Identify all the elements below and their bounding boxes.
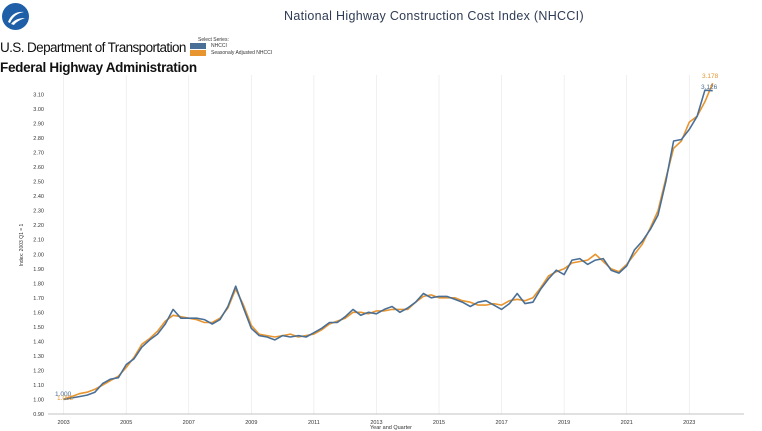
x-tick-label: 2017 bbox=[495, 420, 507, 426]
x-tick-label: 2023 bbox=[683, 420, 695, 426]
y-tick-label: 1.40 bbox=[33, 339, 44, 345]
x-tick-label: 2007 bbox=[183, 420, 195, 426]
legend-label-nhcci: NHCCI bbox=[211, 43, 227, 49]
y-tick-label: 1.80 bbox=[33, 281, 44, 287]
y-tick-label: 2.10 bbox=[33, 238, 44, 244]
series-line-seasonally-adjusted[interactable] bbox=[63, 82, 714, 400]
end-label-nhcci: 3.126 bbox=[701, 84, 718, 91]
y-tick-label: 2.80 bbox=[33, 136, 44, 142]
agency-subname: Federal Highway Administration bbox=[0, 60, 197, 75]
x-axis-ticks: 2003 2005 2007 2009 2011 2013 2015 2017 2019 2021… bbox=[58, 420, 696, 426]
x-tick-label: 2013 bbox=[370, 420, 382, 426]
y-tick-label: 1.60 bbox=[33, 310, 44, 316]
y-tick-label: 1.70 bbox=[33, 296, 44, 302]
y-axis-ticks: 0.90 1.00 1.10 1.20 1.30 1.40 1.50 1.60 1.70 1.80… bbox=[33, 93, 44, 418]
x-tick-label: 2021 bbox=[621, 420, 633, 426]
y-axis-label: Index: 2003 Q1 = 1 bbox=[19, 223, 25, 266]
y-tick-label: 2.50 bbox=[33, 180, 44, 186]
usdot-logo-icon bbox=[2, 3, 29, 30]
x-axis-label: Year and Quarter bbox=[370, 425, 412, 431]
y-tick-label: 1.50 bbox=[33, 325, 44, 331]
legend-title: Select Series: bbox=[198, 37, 229, 43]
agency-name: U.S. Department of Transportation bbox=[0, 40, 186, 55]
series-lines bbox=[63, 82, 714, 401]
x-tick-label: 2009 bbox=[245, 420, 257, 426]
y-tick-label: 1.90 bbox=[33, 267, 44, 273]
legend-label-sa: Seasonaly Adjusted NHCCI bbox=[211, 50, 273, 56]
x-tick-label: 2011 bbox=[308, 420, 320, 426]
y-tick-label: 3.00 bbox=[33, 107, 44, 113]
grid-lines bbox=[63, 75, 690, 414]
chart-title: National Highway Construction Cost Index… bbox=[284, 9, 584, 23]
x-tick-label: 2005 bbox=[120, 420, 132, 426]
start-label-nhcci: 1.000 bbox=[55, 391, 72, 398]
x-tick-label: 2015 bbox=[433, 420, 445, 426]
y-tick-label: 2.40 bbox=[33, 194, 44, 200]
y-tick-label: 1.20 bbox=[33, 368, 44, 374]
end-label-sa: 3.178 bbox=[702, 73, 719, 80]
y-tick-label: 1.30 bbox=[33, 354, 44, 360]
start-label-sa: 1.002 bbox=[57, 395, 74, 402]
series-line-nhcci[interactable] bbox=[63, 89, 713, 401]
y-tick-label: 2.60 bbox=[33, 165, 44, 171]
y-tick-label: 0.90 bbox=[33, 412, 44, 418]
y-tick-label: 1.10 bbox=[33, 383, 44, 389]
x-tick-label: 2019 bbox=[558, 420, 570, 426]
y-tick-label: 2.00 bbox=[33, 252, 44, 258]
legend-swatch-nhcci bbox=[190, 43, 206, 49]
y-tick-label: 3.10 bbox=[33, 93, 44, 99]
y-tick-label: 1.00 bbox=[33, 397, 44, 403]
x-tick-label: 2003 bbox=[58, 420, 70, 426]
y-tick-label: 2.90 bbox=[33, 122, 44, 128]
y-tick-label: 2.70 bbox=[33, 151, 44, 157]
legend-swatch-sa bbox=[190, 50, 206, 56]
y-tick-label: 2.30 bbox=[33, 209, 44, 215]
y-tick-label: 2.20 bbox=[33, 223, 44, 229]
